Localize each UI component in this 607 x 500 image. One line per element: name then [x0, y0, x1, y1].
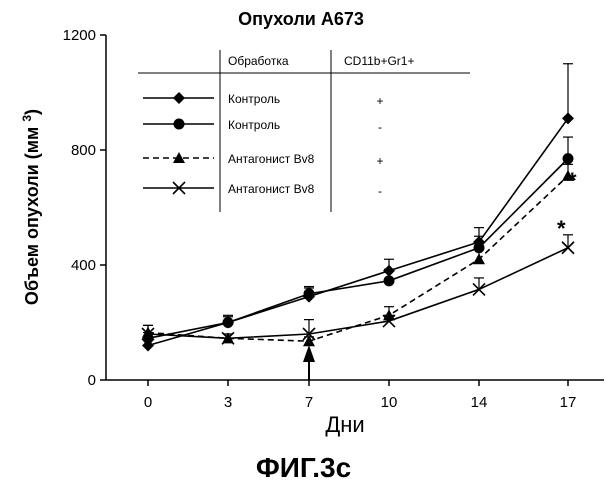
legend-cd11b-sign: +: [376, 94, 383, 108]
legend-entry: Контроль -: [143, 118, 382, 134]
legend-header-treatment: Обработка: [228, 54, 289, 68]
arrow-head: [303, 345, 315, 362]
significance-star: *: [568, 168, 577, 193]
legend-cd11b-sign: +: [376, 154, 383, 168]
series-1: [142, 63, 574, 352]
data-point: [562, 112, 574, 125]
marker-x-stroke: [561, 241, 575, 255]
series-line: [147, 158, 569, 340]
y-tick-label: 1200: [63, 27, 96, 44]
series-4: [141, 234, 575, 345]
x-tick-label: 3: [224, 394, 232, 411]
legend-swatch-marker: [173, 118, 185, 130]
legend-cd11b-sign: -: [378, 120, 382, 134]
data-point: [302, 327, 316, 341]
x-tick-label: 0: [144, 394, 152, 411]
y-axis-label-text: Объем опухоли (мм: [22, 127, 42, 305]
marker-x-stroke: [302, 327, 316, 341]
legend-entry: Антагонист Bv8 -: [143, 181, 382, 198]
y-axis-label-close: ): [22, 109, 42, 115]
legend-entry: Антагонист Bv8 +: [143, 152, 384, 168]
data-point: [221, 331, 235, 345]
legend-swatch-marker: [173, 92, 185, 104]
treatment-arrow: [303, 345, 315, 380]
data-point: [141, 327, 155, 341]
series-line: [147, 247, 569, 340]
x-axis-label: Дни: [325, 412, 364, 437]
legend-cd11b-sign: -: [378, 184, 382, 198]
y-axis-label-superscript: 3: [20, 115, 34, 122]
data-point: [382, 314, 396, 328]
chart-title: Опухоли А673: [238, 9, 364, 29]
legend-series-name: Антагонист Bv8: [228, 182, 315, 196]
y-tick-label: 800: [71, 142, 96, 159]
y-axis-label: Объем опухоли (мм 3): [20, 109, 42, 305]
x-tick-label: 10: [381, 394, 398, 411]
chart-svg: Опухоли А673 Объем опухоли (мм 3) Дни 0 4…: [20, 9, 604, 437]
legend: Обработка CD11b+Gr1+Контроль +Контроль -Ант…: [138, 50, 470, 212]
legend-series-name: Контроль: [228, 118, 280, 132]
x-tick-label: 7: [305, 394, 313, 411]
marker-x-stroke: [472, 282, 486, 297]
x-tick-label: 14: [471, 394, 488, 411]
marker-x-stroke: [382, 314, 396, 328]
series-3: [142, 163, 574, 347]
data-point: [303, 288, 315, 300]
legend-series-name: Антагонист Bv8: [228, 152, 315, 166]
legend-entry: Контроль +: [143, 92, 384, 108]
data-point: [472, 282, 486, 297]
y-tick-label: 400: [71, 257, 96, 274]
data-point: [562, 153, 574, 165]
marker-x-stroke: [172, 181, 186, 195]
marker-x-stroke: [141, 327, 155, 341]
data-point: [561, 241, 575, 255]
data-point: [383, 275, 395, 287]
series-2: [142, 136, 574, 344]
y-tick-label: 0: [88, 372, 96, 389]
data-point: [473, 253, 485, 265]
axes: 0 400 800 1200 0 3 7 10 14 17: [63, 27, 604, 411]
figure-label: ФИГ.3с: [255, 452, 352, 483]
data-point: [303, 335, 315, 347]
legend-header-cells: CD11b+Gr1+: [344, 54, 414, 68]
series-layer: [141, 63, 575, 352]
svg-text:Объем опухоли (мм 3): Объем опухоли (мм 3): [20, 109, 42, 305]
data-point: [222, 317, 234, 328]
legend-swatch-marker: [173, 152, 185, 163]
data-point: [562, 169, 574, 181]
x-tick-label: 17: [560, 394, 577, 411]
annotations: **: [303, 168, 577, 380]
series-line: [147, 117, 569, 347]
legend-swatch-marker: [172, 181, 186, 195]
series-line: [147, 175, 569, 342]
marker-x-stroke: [221, 331, 235, 345]
significance-star: *: [557, 216, 566, 241]
legend-series-name: Контроль: [228, 92, 280, 106]
